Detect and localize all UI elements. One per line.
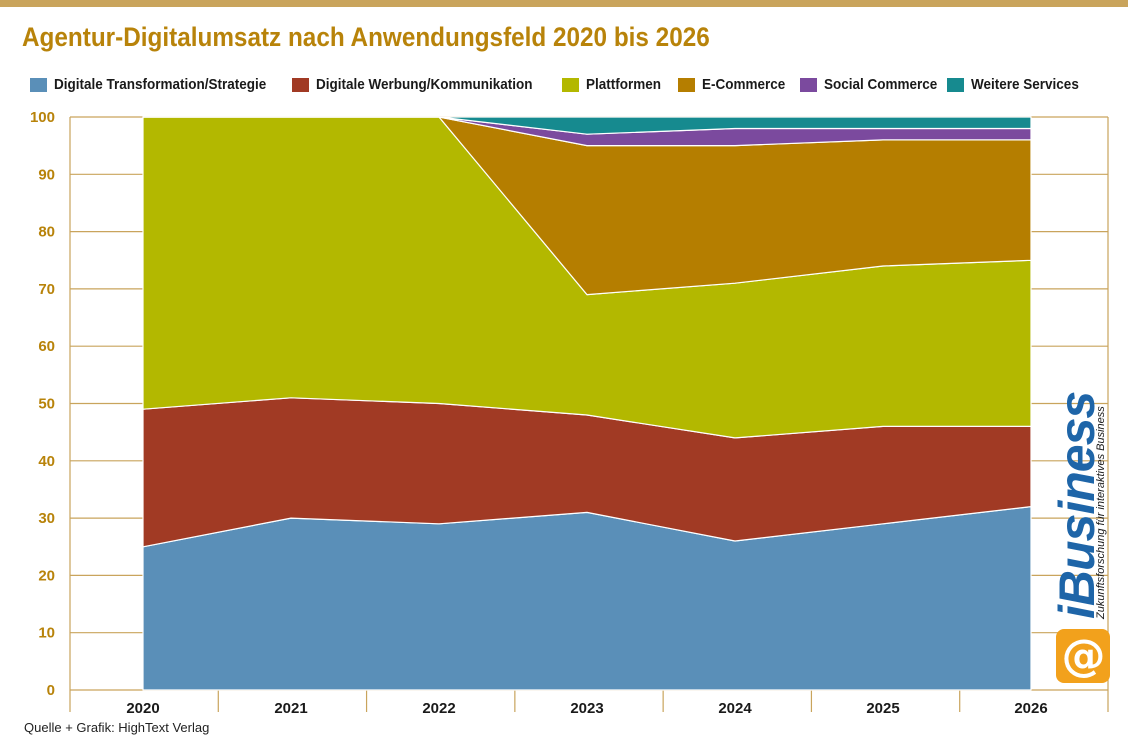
y-tick-label: 70 bbox=[38, 281, 55, 298]
chart-title: Agentur-Digitalumsatz nach Anwendungsfel… bbox=[22, 22, 710, 52]
y-tick-label: 90 bbox=[38, 166, 55, 183]
ibusiness-logo: @ iBusiness Zukunftsforschung für intera… bbox=[1049, 385, 1114, 685]
legend-swatch bbox=[678, 77, 695, 92]
e-at-icon: @ bbox=[1056, 629, 1110, 683]
y-tick-label: 60 bbox=[38, 338, 55, 355]
legend-label: Social Commerce bbox=[824, 76, 938, 93]
x-tick-label: 2021 bbox=[274, 700, 307, 717]
top-accent-bar bbox=[0, 0, 1128, 7]
source-note: Quelle + Grafik: HighText Verlag bbox=[24, 720, 210, 735]
series-area-1 bbox=[142, 506, 1032, 691]
legend-label: Digitale Transformation/Strategie bbox=[54, 76, 267, 93]
y-tick-label: 20 bbox=[38, 567, 55, 584]
legend-swatch bbox=[800, 77, 817, 92]
x-tick-label: 2022 bbox=[422, 700, 455, 717]
legend-swatch bbox=[562, 77, 579, 92]
legend-swatch bbox=[292, 77, 309, 92]
logo-wordmark: @ iBusiness Zukunftsforschung für intera… bbox=[1049, 385, 1114, 685]
y-tick-label: 80 bbox=[38, 224, 55, 241]
legend-item-weitere-services: Weitere Services bbox=[947, 76, 1091, 93]
legend-label: Digitale Werbung/Kommunikation bbox=[316, 76, 533, 93]
legend-item-social-commerce: Social Commerce bbox=[800, 76, 950, 93]
y-tick-label: 30 bbox=[38, 510, 55, 527]
x-tick-label: 2026 bbox=[1014, 700, 1047, 717]
x-tick-label: 2020 bbox=[126, 700, 159, 717]
x-tick-label: 2025 bbox=[866, 700, 899, 717]
legend-item-plattformen: Plattformen bbox=[562, 76, 669, 93]
y-tick-label: 10 bbox=[38, 625, 55, 642]
series-area-6 bbox=[142, 116, 1032, 135]
legend-item-werbung: Digitale Werbung/Kommunikation bbox=[292, 76, 557, 93]
logo-tagline: Zukunftsforschung für interaktives Busin… bbox=[1095, 406, 1107, 619]
y-tick-label: 100 bbox=[30, 109, 55, 126]
legend-item-ecommerce: E-Commerce bbox=[678, 76, 795, 93]
legend-label: Weitere Services bbox=[971, 76, 1079, 93]
x-tick-label: 2023 bbox=[570, 700, 603, 717]
legend-label: E-Commerce bbox=[702, 76, 786, 93]
y-tick-label: 50 bbox=[38, 396, 55, 413]
x-tick-label: 2024 bbox=[718, 700, 752, 717]
legend-swatch bbox=[947, 77, 964, 92]
y-tick-label: 0 bbox=[47, 682, 55, 699]
legend-item-transformation: Digitale Transformation/Strategie bbox=[30, 76, 290, 93]
y-tick-label: 40 bbox=[38, 453, 55, 470]
legend-label: Plattformen bbox=[586, 76, 662, 93]
legend-swatch bbox=[30, 77, 47, 92]
